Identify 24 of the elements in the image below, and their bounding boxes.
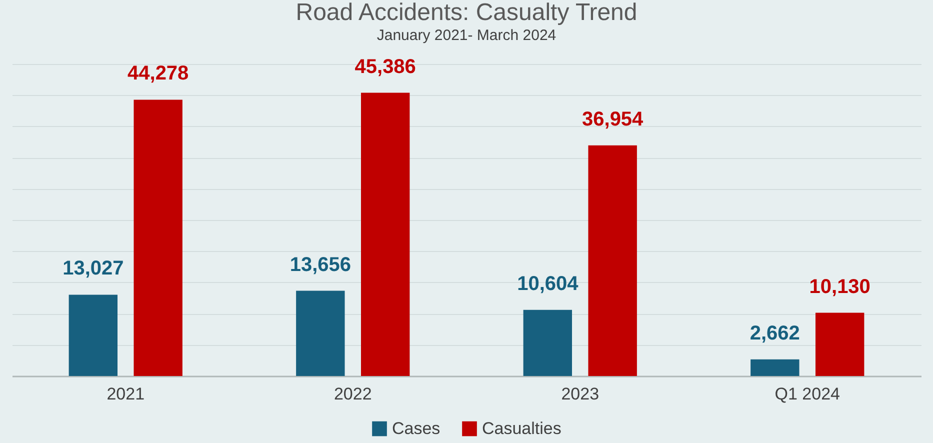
data-label: 13,027 [62, 258, 124, 280]
bar [588, 145, 637, 376]
bar [134, 100, 182, 376]
data-label: 44,278 [128, 62, 189, 85]
bar [750, 359, 800, 376]
bar [523, 310, 572, 376]
data-label: 45,386 [354, 56, 416, 78]
bar [815, 312, 864, 376]
x-tick-label: 2021 [106, 384, 145, 404]
chart-subtitle: January 2021- March 2024 [376, 26, 556, 44]
data-label: 10,604 [517, 272, 580, 295]
data-label: 13,656 [290, 254, 351, 276]
x-tick-label: 2022 [334, 384, 372, 404]
chart-title: Road Accidents: Casualty Trend [296, 0, 638, 26]
data-label: 36,954 [582, 108, 644, 130]
bar [360, 92, 410, 376]
x-tick-label: 2023 [561, 384, 600, 404]
legend-label: Cases [392, 418, 440, 438]
legend-label: Casualties [482, 418, 562, 438]
x-tick-label: Q1 2024 [774, 384, 840, 404]
data-label: 2,662 [750, 322, 800, 344]
bar [68, 294, 118, 376]
data-label: 10,130 [809, 276, 870, 298]
bar [296, 290, 345, 376]
